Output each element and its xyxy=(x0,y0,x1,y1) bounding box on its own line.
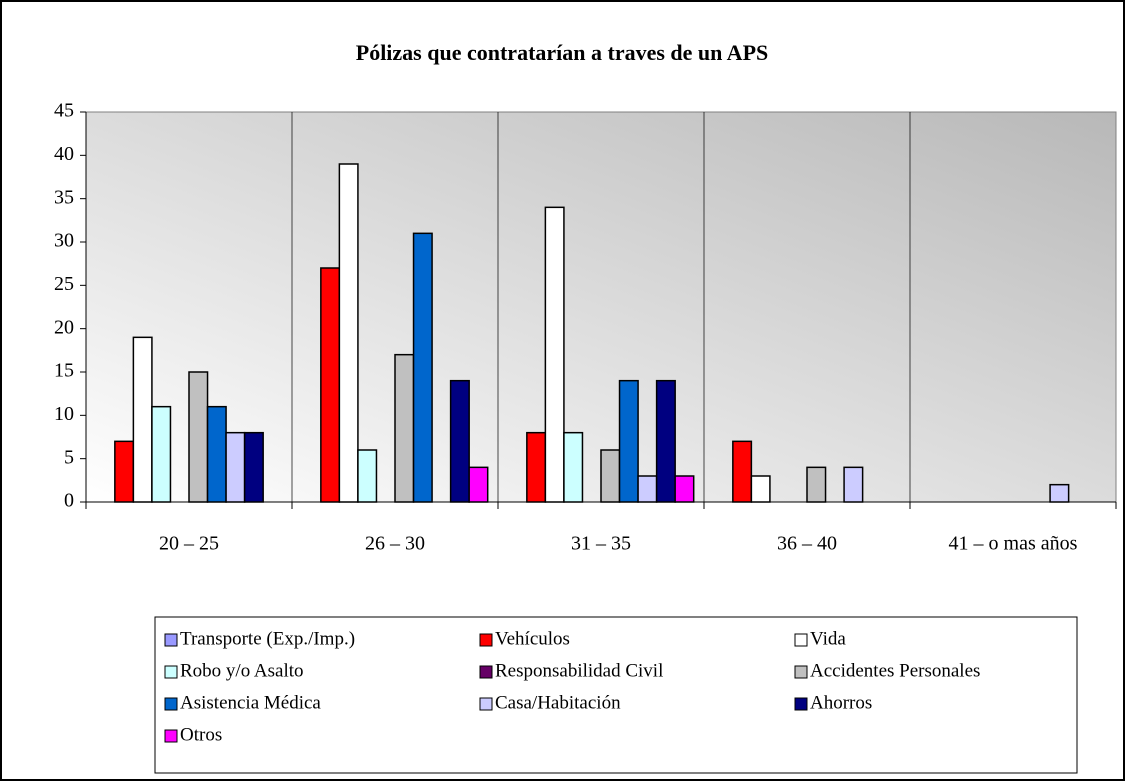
legend-swatch xyxy=(164,633,178,647)
bar xyxy=(806,466,827,503)
legend-swatch xyxy=(479,665,493,679)
bar xyxy=(1049,483,1070,503)
bar xyxy=(132,336,153,503)
bar xyxy=(225,431,246,503)
x-tick-label: 20 – 25 xyxy=(159,533,219,555)
legend-swatch xyxy=(794,697,808,711)
bar xyxy=(600,449,621,503)
legend-label: Otros xyxy=(180,724,222,745)
legend xyxy=(154,616,1078,774)
legend-label: Vida xyxy=(810,628,846,649)
bar xyxy=(151,405,172,503)
legend-label: Robo y/o Asalto xyxy=(180,660,304,681)
legend-swatch xyxy=(479,697,493,711)
legend-label: Responsabilidad Civil xyxy=(495,660,663,681)
y-tick-label: 35 xyxy=(54,186,74,208)
bar xyxy=(188,371,209,503)
bar xyxy=(357,449,378,503)
y-tick-label: 5 xyxy=(64,446,74,468)
bar xyxy=(750,475,771,503)
bar xyxy=(618,379,639,503)
bar xyxy=(243,431,264,503)
legend-label: Transporte (Exp./Imp.) xyxy=(180,628,355,649)
bar xyxy=(655,379,676,503)
bar xyxy=(563,431,584,503)
bar xyxy=(732,440,753,503)
bar xyxy=(394,353,415,503)
legend-label: Vehículos xyxy=(495,628,570,649)
y-tick-label: 40 xyxy=(54,143,74,165)
y-tick-label: 10 xyxy=(54,403,74,425)
legend-label: Asistencia Médica xyxy=(180,692,321,713)
y-tick-label: 0 xyxy=(64,490,74,512)
bar xyxy=(843,466,864,503)
legend-swatch xyxy=(794,633,808,647)
bar xyxy=(468,466,489,503)
legend-swatch xyxy=(164,729,178,743)
chart-title: Pólizas que contratarían a traves de un … xyxy=(356,40,769,65)
x-tick-label: 26 – 30 xyxy=(365,533,425,555)
legend-label: Casa/Habitación xyxy=(495,692,621,713)
y-tick-label: 20 xyxy=(54,316,74,338)
legend-swatch xyxy=(479,633,493,647)
bar xyxy=(674,475,695,503)
bar xyxy=(114,440,135,503)
y-tick-label: 45 xyxy=(54,100,74,122)
bar xyxy=(412,232,433,503)
x-tick-label: 31 – 35 xyxy=(571,533,631,555)
bar xyxy=(544,206,565,503)
legend-label: Accidentes Personales xyxy=(810,660,980,681)
bar xyxy=(637,475,658,503)
legend-swatch xyxy=(164,665,178,679)
bar xyxy=(320,267,341,503)
bar xyxy=(449,379,470,503)
legend-swatch xyxy=(164,697,178,711)
legend-label: Ahorros xyxy=(810,692,872,713)
y-tick-label: 30 xyxy=(54,230,74,252)
x-tick-label: 41 – o mas años xyxy=(949,533,1078,555)
x-tick-label: 36 – 40 xyxy=(777,533,837,555)
y-tick-label: 15 xyxy=(54,360,74,382)
y-tick-label: 25 xyxy=(54,273,74,295)
legend-swatch xyxy=(794,665,808,679)
bar xyxy=(526,431,547,503)
bar xyxy=(206,405,227,503)
bar xyxy=(338,163,359,503)
